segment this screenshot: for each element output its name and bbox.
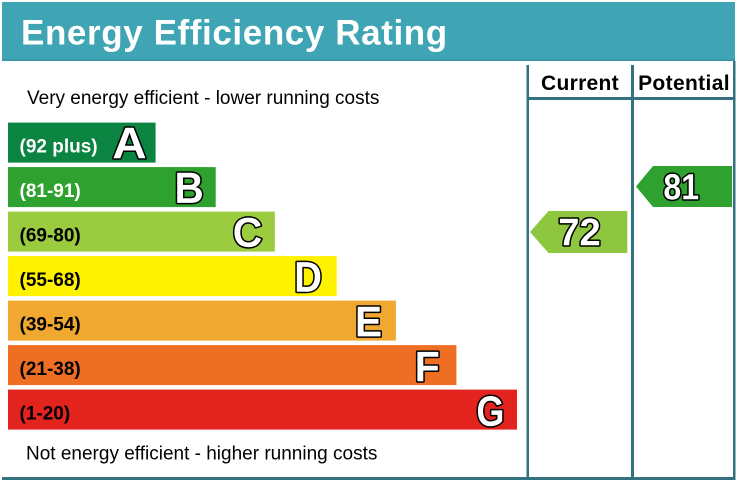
svg-text:Very energy efficient - lower: Very energy efficient - lower running co… [27,88,379,109]
svg-text:(1-20): (1-20) [20,404,71,425]
svg-text:(39-54): (39-54) [20,315,81,336]
svg-text:Potential: Potential [638,72,730,95]
svg-text:(81-91): (81-91) [20,181,81,202]
svg-text:Not energy efficient - higher: Not energy efficient - higher running co… [26,443,377,464]
svg-text:(55-68): (55-68) [20,270,81,291]
svg-text:(92 plus): (92 plus) [20,137,98,158]
svg-text:(69-80): (69-80) [20,226,81,247]
svg-text:Energy Efficiency Rating: Energy Efficiency Rating [21,14,448,53]
svg-text:Current: Current [541,72,619,95]
svg-text:(21-38): (21-38) [20,359,81,380]
